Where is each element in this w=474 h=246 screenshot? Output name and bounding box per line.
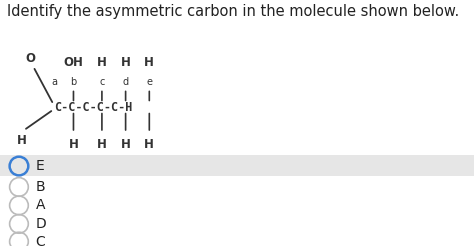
Text: H: H — [69, 138, 78, 151]
Text: a: a — [52, 77, 57, 87]
Text: H: H — [97, 56, 107, 69]
Text: C-C-C-C-C-H: C-C-C-C-C-H — [55, 101, 133, 113]
Text: E: E — [36, 159, 44, 173]
Text: O: O — [26, 52, 36, 65]
Text: H: H — [121, 56, 130, 69]
Text: H: H — [121, 138, 130, 151]
Text: H: H — [145, 138, 154, 151]
Text: Identify the asymmetric carbon in the molecule shown below.: Identify the asymmetric carbon in the mo… — [7, 4, 459, 19]
Text: OH: OH — [64, 56, 83, 69]
Text: H: H — [17, 134, 26, 147]
Text: d: d — [123, 77, 128, 87]
Text: C: C — [36, 235, 46, 246]
FancyBboxPatch shape — [0, 155, 474, 176]
Text: H: H — [97, 138, 107, 151]
Text: c: c — [99, 77, 105, 87]
Text: b: b — [70, 77, 77, 87]
Text: B: B — [36, 180, 45, 194]
Text: H: H — [145, 56, 154, 69]
Text: D: D — [36, 217, 46, 231]
Text: e: e — [146, 77, 152, 87]
Text: A: A — [36, 199, 45, 212]
